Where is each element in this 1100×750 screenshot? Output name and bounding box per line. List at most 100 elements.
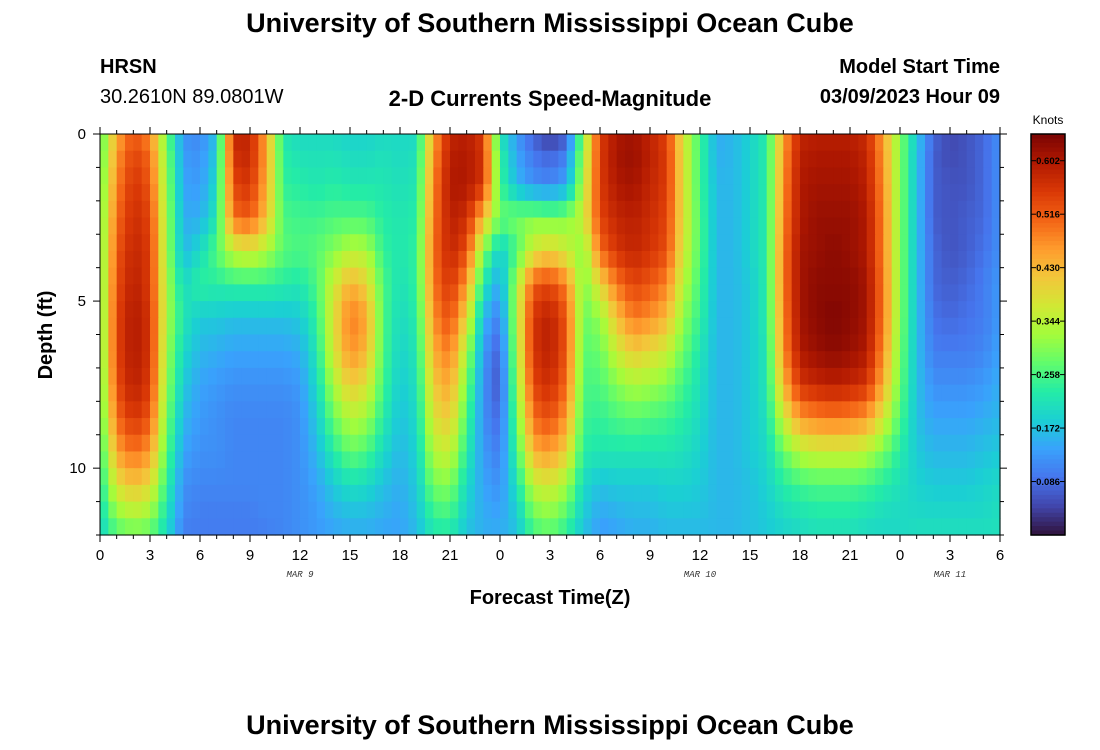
heatmap-cell xyxy=(850,401,859,419)
heatmap-cell xyxy=(191,451,201,469)
heatmap-cell xyxy=(616,501,626,519)
heatmap-cell xyxy=(708,150,718,169)
heatmap-cell xyxy=(558,351,568,369)
colorbar-band xyxy=(1031,432,1065,438)
heatmap-cell xyxy=(850,317,859,336)
heatmap-cell xyxy=(641,150,651,169)
heatmap-cell xyxy=(525,468,534,486)
heatmap-cell xyxy=(175,301,184,319)
heatmap-cell xyxy=(633,518,643,536)
heatmap-cell xyxy=(966,484,976,503)
heatmap-cell xyxy=(800,267,809,285)
heatmap-cell xyxy=(791,434,801,453)
heatmap-cell xyxy=(216,150,226,169)
heatmap-cell xyxy=(333,217,343,235)
heatmap-cell xyxy=(408,351,418,369)
heatmap-cell xyxy=(366,167,376,185)
colorbar-band xyxy=(1031,272,1065,278)
heatmap-cell xyxy=(300,267,309,285)
colorbar-band xyxy=(1031,477,1065,483)
heatmap-cell xyxy=(108,184,118,202)
heatmap-cell xyxy=(383,184,393,202)
heatmap-cell xyxy=(633,250,643,269)
heatmap-cell xyxy=(733,267,743,285)
heatmap-cell xyxy=(791,301,801,319)
colorbar-tick-label: 0.602 xyxy=(1036,156,1060,167)
heatmap-cell xyxy=(266,301,276,319)
heatmap-cell xyxy=(550,484,559,503)
heatmap-cell xyxy=(308,184,318,202)
heatmap-cell xyxy=(375,301,384,319)
heatmap-cell xyxy=(558,301,568,319)
heatmap-cell xyxy=(616,484,626,503)
heatmap-cell xyxy=(425,451,434,469)
heatmap-cell xyxy=(266,317,276,336)
heatmap-cell xyxy=(458,484,468,503)
heatmap-cell xyxy=(383,200,393,219)
heatmap-cell xyxy=(750,501,759,519)
heatmap-cell xyxy=(700,301,709,319)
heatmap-cell xyxy=(850,284,859,302)
heatmap-cell xyxy=(650,301,659,319)
heatmap-cell xyxy=(625,317,634,336)
heatmap-cell xyxy=(316,451,326,469)
heatmap-cell xyxy=(491,501,501,519)
heatmap-cell xyxy=(608,250,618,269)
heatmap-cell xyxy=(850,200,859,219)
heatmap-cell xyxy=(900,384,909,402)
heatmap-cell xyxy=(175,434,184,453)
heatmap-cell xyxy=(525,518,534,536)
heatmap-cell xyxy=(258,250,268,269)
heatmap-cell xyxy=(975,200,984,219)
heatmap-cell xyxy=(333,468,343,486)
heatmap-cell xyxy=(391,484,401,503)
heatmap-cell xyxy=(666,184,676,202)
heatmap-cell xyxy=(141,217,151,235)
heatmap-cell xyxy=(991,468,1001,486)
heatmap-cell xyxy=(358,501,368,519)
heatmap-cell xyxy=(208,468,218,486)
heatmap-cell xyxy=(266,418,276,436)
heatmap-cell xyxy=(708,501,718,519)
heatmap-cell xyxy=(725,334,734,352)
heatmap-cell xyxy=(891,418,901,436)
heatmap-cell xyxy=(858,184,868,202)
heatmap-cell xyxy=(350,317,359,336)
heatmap-cell xyxy=(800,134,809,152)
heatmap-cell xyxy=(616,284,626,302)
heatmap-cell xyxy=(725,317,734,336)
heatmap-cell xyxy=(125,434,134,453)
heatmap-cell xyxy=(383,334,393,352)
heatmap-cell xyxy=(450,134,459,152)
heatmap-cell xyxy=(433,334,443,352)
heatmap-cell xyxy=(183,167,193,185)
heatmap-cell xyxy=(275,317,284,336)
heatmap-cell xyxy=(716,501,726,519)
heatmap-cell xyxy=(858,317,868,336)
heatmap-cell xyxy=(950,167,959,185)
heatmap-cell xyxy=(775,150,784,169)
heatmap-cell xyxy=(875,217,884,235)
heatmap-cell xyxy=(208,367,218,386)
heatmap-cell xyxy=(425,250,434,269)
heatmap-cell xyxy=(716,284,726,302)
heatmap-cell xyxy=(316,367,326,386)
heatmap-cell xyxy=(250,167,259,185)
colorbar-band xyxy=(1031,178,1065,184)
heatmap-cell xyxy=(850,167,859,185)
heatmap-cell xyxy=(300,301,309,319)
heatmap-cell xyxy=(933,217,943,235)
heatmap-cell xyxy=(566,367,576,386)
heatmap-cell xyxy=(975,334,984,352)
heatmap-cell xyxy=(258,434,268,453)
heatmap-cell xyxy=(283,418,293,436)
heatmap-cell xyxy=(233,317,243,336)
heatmap-cell xyxy=(200,384,209,402)
heatmap-cell xyxy=(400,267,409,285)
colorbar-band xyxy=(1031,187,1065,193)
heatmap-cell xyxy=(641,334,651,352)
heatmap-cell xyxy=(666,418,676,436)
heatmap-cell xyxy=(650,401,659,419)
heatmap-cell xyxy=(666,150,676,169)
heatmap-cell xyxy=(750,334,759,352)
